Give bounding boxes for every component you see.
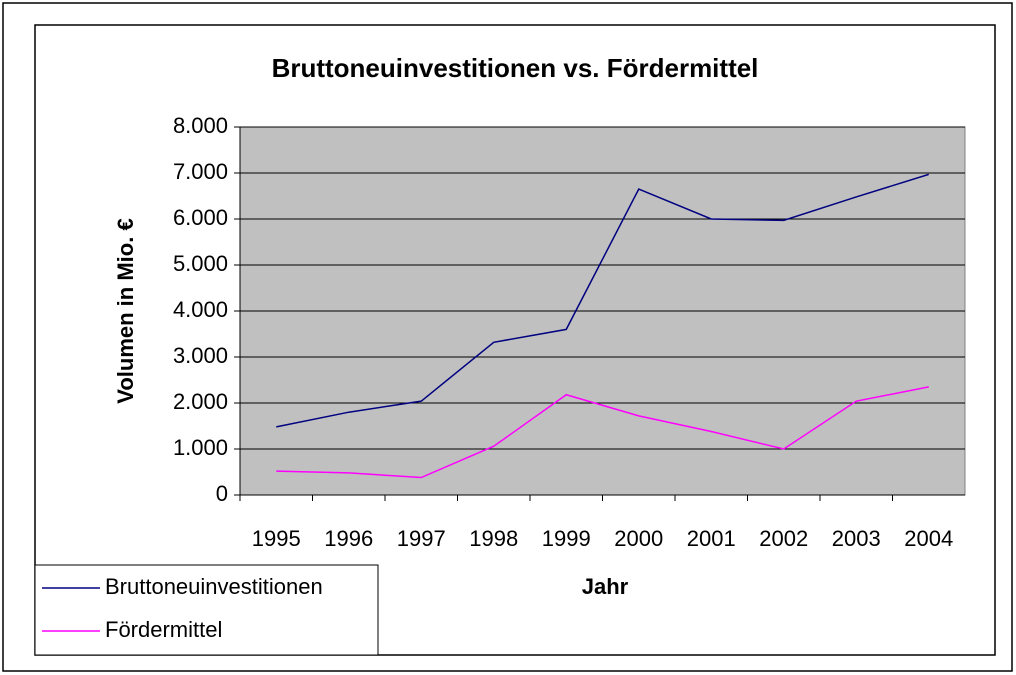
y-tick-label: 3.000 <box>173 343 228 368</box>
x-tick-label: 2001 <box>687 526 736 551</box>
series-line <box>276 173 929 428</box>
y-tick-label: 1.000 <box>173 435 228 460</box>
series-line <box>276 386 929 479</box>
y-axis-label: Volumen in Mio. € <box>113 218 138 403</box>
y-tick-label: 8.000 <box>173 113 228 138</box>
legend-box <box>34 564 379 656</box>
legend-label: Bruttoneuinvestitionen <box>105 574 323 599</box>
x-tick-label: 2000 <box>614 526 663 551</box>
y-tick-label: 6.000 <box>173 205 228 230</box>
y-tick-label: 7.000 <box>173 159 228 184</box>
chart-title: Bruttoneuinvestitionen vs. Fördermittel <box>272 53 759 83</box>
x-tick-label: 2002 <box>759 526 808 551</box>
x-axis-label: Jahr <box>582 574 629 599</box>
legend-label: Fördermittel <box>105 617 222 642</box>
x-tick-label: 2004 <box>904 526 953 551</box>
y-tick-label: 0 <box>216 481 228 506</box>
x-tick-label: 1995 <box>252 526 301 551</box>
y-tick-label: 5.000 <box>173 251 228 276</box>
x-tick-label: 1996 <box>324 526 373 551</box>
x-tick-label: 1998 <box>469 526 518 551</box>
y-tick-label: 2.000 <box>173 389 228 414</box>
x-tick-label: 2003 <box>832 526 881 551</box>
y-tick-label: 4.000 <box>173 297 228 322</box>
x-tick-label: 1997 <box>397 526 446 551</box>
x-tick-label: 1999 <box>542 526 591 551</box>
